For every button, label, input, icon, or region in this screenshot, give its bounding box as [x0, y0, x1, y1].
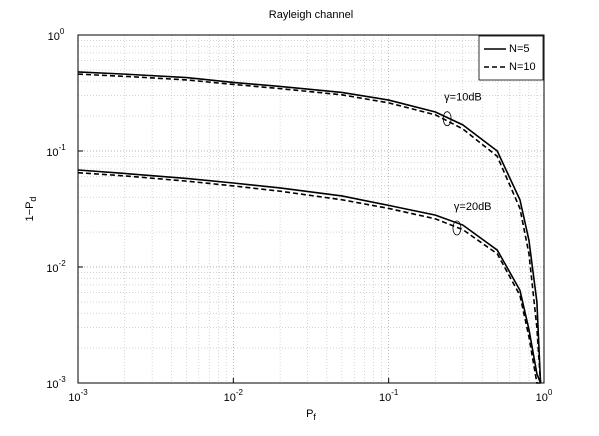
- annotation-ellipse: [452, 220, 462, 236]
- line-series: [77, 73, 542, 384]
- line-series: [77, 71, 542, 384]
- x-tick-label: 10-3: [68, 388, 88, 404]
- plot-frame: [77, 34, 545, 384]
- x-axis-label: Pf: [306, 408, 316, 422]
- x-tick-label: 100: [536, 388, 553, 404]
- y-axis-label: 1−Pd: [24, 197, 38, 222]
- annotation-ellipse: [442, 111, 452, 127]
- y-tick-label: 10-1: [46, 143, 66, 159]
- x-tick-label: 10-1: [379, 388, 399, 404]
- line-series: [77, 169, 542, 384]
- chart-title: Rayleigh channel: [269, 9, 353, 21]
- y-tick-label: 100: [48, 27, 65, 43]
- y-tick-label: 10-3: [46, 375, 66, 391]
- annotation: γ=20dB: [454, 201, 492, 213]
- x-tick-label: 10-2: [224, 388, 244, 404]
- annotation: γ=10dB: [444, 92, 482, 104]
- y-tick-label: 10-2: [46, 259, 66, 275]
- line-series: [77, 171, 541, 384]
- legend-box: [478, 35, 544, 81]
- legend-label: N=5: [509, 43, 530, 55]
- legend-label: N=10: [509, 61, 536, 73]
